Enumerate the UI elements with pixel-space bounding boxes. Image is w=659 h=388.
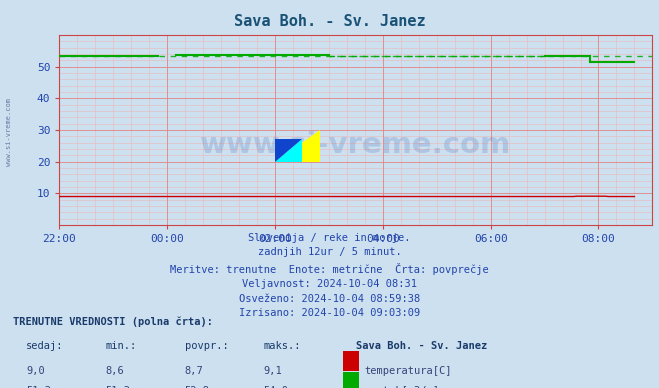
Text: 8,6: 8,6: [105, 366, 124, 376]
Text: min.:: min.:: [105, 341, 136, 352]
Text: 54,0: 54,0: [264, 386, 289, 388]
Text: temperatura[C]: temperatura[C]: [364, 366, 452, 376]
Text: Slovenija / reke in morje.
zadnjih 12ur / 5 minut.
Meritve: trenutne  Enote: met: Slovenija / reke in morje. zadnjih 12ur …: [170, 233, 489, 318]
Text: 9,1: 9,1: [264, 366, 282, 376]
Polygon shape: [275, 140, 302, 162]
Polygon shape: [275, 140, 302, 162]
Bar: [343, 372, 359, 388]
Text: TRENUTNE VREDNOSTI (polna črta):: TRENUTNE VREDNOSTI (polna črta):: [13, 317, 213, 327]
Text: 51,3: 51,3: [105, 386, 130, 388]
Text: sedaj:: sedaj:: [26, 341, 64, 352]
Bar: [343, 351, 359, 371]
Text: www.si-vreme.com: www.si-vreme.com: [200, 131, 511, 159]
Text: 51,3: 51,3: [26, 386, 51, 388]
Text: pretok[m3/s]: pretok[m3/s]: [364, 386, 440, 388]
Text: maks.:: maks.:: [264, 341, 301, 352]
Text: www.si-vreme.com: www.si-vreme.com: [5, 98, 12, 166]
Text: 9,0: 9,0: [26, 366, 45, 376]
Text: 8,7: 8,7: [185, 366, 203, 376]
Text: 52,8: 52,8: [185, 386, 210, 388]
Text: povpr.:: povpr.:: [185, 341, 228, 352]
Text: Sava Boh. - Sv. Janez: Sava Boh. - Sv. Janez: [356, 341, 487, 352]
Polygon shape: [275, 130, 320, 162]
Text: Sava Boh. - Sv. Janez: Sava Boh. - Sv. Janez: [234, 14, 425, 29]
